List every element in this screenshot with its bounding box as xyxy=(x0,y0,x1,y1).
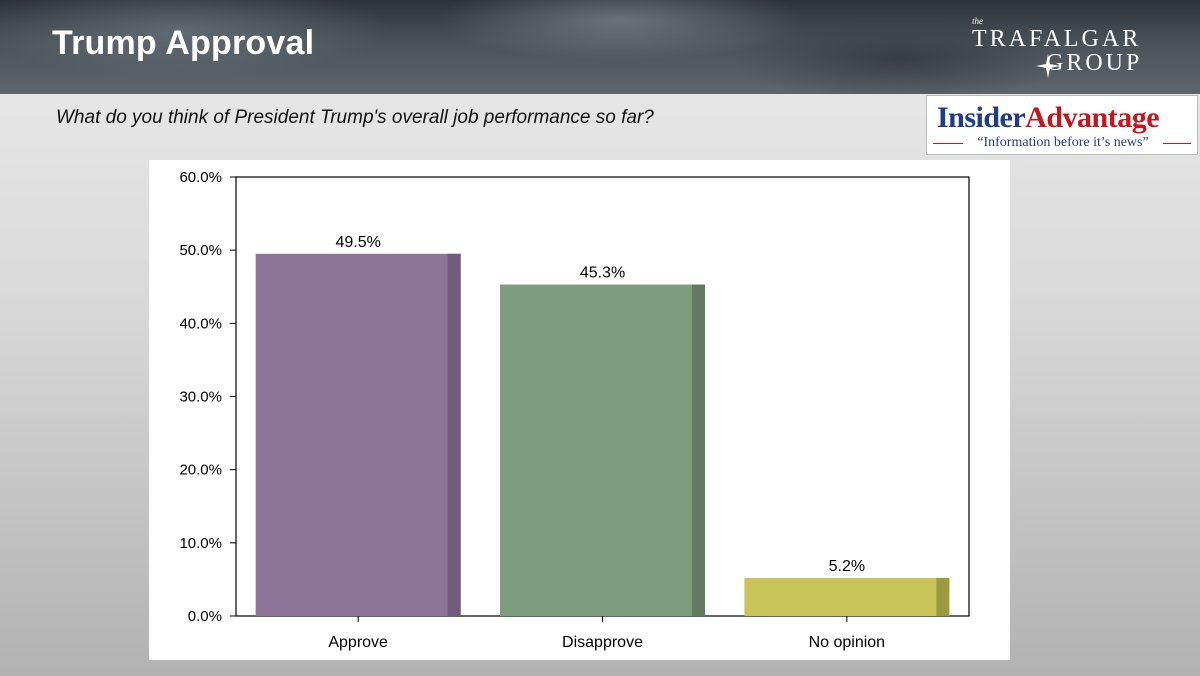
compass-icon xyxy=(1036,54,1060,78)
x-tick-label: Disapprove xyxy=(562,634,643,651)
trafalgar-group-logo: the TRAFALGAR GROUP xyxy=(968,14,1148,80)
logo-small-text: the xyxy=(972,16,983,26)
x-tick-label: No opinion xyxy=(809,634,886,651)
logo-line-1: TRAFALGAR xyxy=(972,26,1142,52)
bar-no-opinion xyxy=(744,577,950,616)
bar-disapprove xyxy=(500,284,705,616)
bar-shade xyxy=(936,577,950,616)
logo-rule-right xyxy=(1163,143,1191,144)
slide-title: Trump Approval xyxy=(52,24,315,62)
bar-shade xyxy=(447,253,461,616)
data-label: 5.2% xyxy=(829,558,865,575)
data-label: 49.5% xyxy=(335,234,380,251)
logo-rule-left xyxy=(933,143,963,144)
chart-panel: 0.0% 10.0% 20.0% 30.0% 40.0% 50.0% 60.0% Approv… xyxy=(149,160,1010,660)
bar-shade xyxy=(692,284,705,616)
logo-tagline: “Information before it’s news” xyxy=(965,135,1161,151)
logo-wordmark: InsiderAdvantage xyxy=(937,101,1160,135)
y-tick-label: 0.0% xyxy=(188,608,222,625)
y-tick-label: 40.0% xyxy=(179,315,222,332)
survey-question: What do you think of President Trump's o… xyxy=(56,107,654,128)
bar-approve xyxy=(255,253,461,616)
y-tick-label: 60.0% xyxy=(179,169,222,186)
logo-word-insider: Insider xyxy=(937,101,1026,134)
x-tick-label: Approve xyxy=(328,634,388,651)
y-tick-label: 30.0% xyxy=(179,389,222,406)
data-label: 45.3% xyxy=(580,265,625,282)
header-band xyxy=(0,0,1200,94)
y-tick-label: 10.0% xyxy=(179,535,222,552)
bar-chart: 0.0% 10.0% 20.0% 30.0% 40.0% 50.0% 60.0% Approv… xyxy=(179,169,970,651)
y-tick-label: 20.0% xyxy=(179,462,222,479)
logo-line-2: GROUP xyxy=(1046,50,1143,76)
insider-advantage-logo: InsiderAdvantage “Information before it’… xyxy=(926,95,1198,155)
logo-word-advantage: Advantage xyxy=(1025,101,1160,134)
y-tick-label: 50.0% xyxy=(179,242,222,259)
